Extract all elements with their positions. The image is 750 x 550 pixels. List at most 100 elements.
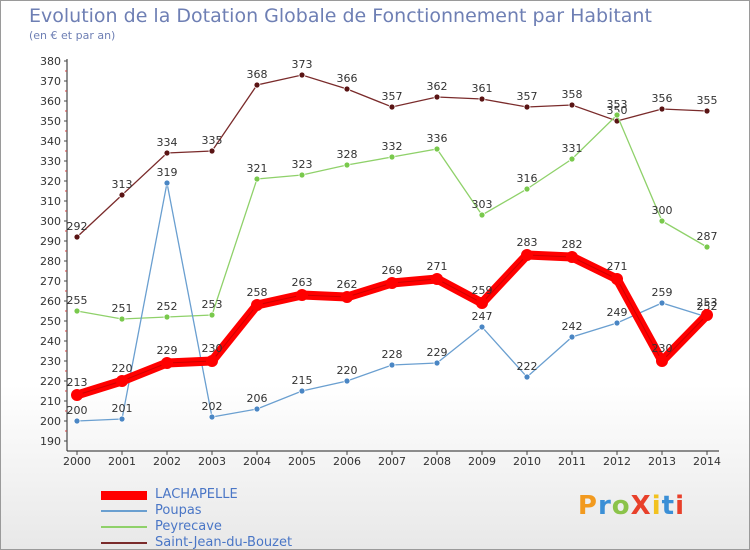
data-label: 350 [607, 104, 628, 117]
chart-title: Evolution de la Dotation Globale de Fonc… [29, 5, 652, 27]
y-tick-label: 210 [40, 395, 61, 408]
data-label: 252 [697, 300, 718, 313]
legend-swatch [101, 526, 147, 528]
y-tick-label: 290 [40, 235, 61, 248]
series-point [433, 145, 441, 153]
logo-letter: i [651, 491, 662, 521]
series-point [163, 149, 171, 157]
y-tick-label: 270 [40, 275, 61, 288]
data-label: 334 [157, 136, 178, 149]
y-tick-label: 350 [40, 115, 61, 128]
series-point [298, 387, 306, 395]
data-label: 213 [67, 376, 88, 389]
data-label: 319 [157, 166, 178, 179]
data-label: 247 [472, 310, 493, 323]
data-label: 220 [112, 362, 133, 375]
legend: LACHAPELLE Poupas Peyrecave Saint-Jean-du-B… [101, 487, 293, 550]
data-label: 262 [337, 278, 358, 291]
data-label: 220 [337, 364, 358, 377]
series-point [521, 249, 533, 261]
data-label: 251 [112, 302, 133, 315]
legend-label: Saint-Jean-du-Bouzet [155, 535, 293, 550]
y-tick-label: 280 [40, 255, 61, 268]
data-label: 282 [562, 238, 583, 251]
data-label: 287 [697, 230, 718, 243]
data-label: 271 [607, 260, 628, 273]
legend-item: Peyrecave [101, 519, 292, 535]
series-point [611, 273, 623, 285]
series-point [613, 111, 621, 119]
series-point [433, 93, 441, 101]
x-tick-label: 2013 [648, 455, 676, 468]
x-tick-label: 2001 [108, 455, 136, 468]
series-point [658, 217, 666, 225]
data-label: 253 [697, 296, 718, 309]
data-label: 255 [67, 294, 88, 307]
series-point [253, 81, 261, 89]
series-point [656, 355, 668, 367]
data-label: 357 [382, 90, 403, 103]
data-label: 201 [112, 402, 133, 415]
legend-swatch [101, 490, 147, 500]
data-label: 229 [427, 346, 448, 359]
x-tick-label: 2007 [378, 455, 406, 468]
data-label: 356 [652, 92, 673, 105]
x-tick-label: 2000 [63, 455, 91, 468]
x-tick-label: 2014 [693, 455, 721, 468]
series-point [658, 299, 666, 307]
series-point [208, 413, 216, 421]
data-label: 361 [472, 82, 493, 95]
series-point [433, 359, 441, 367]
data-label: 368 [247, 68, 268, 81]
x-tick-label: 2009 [468, 455, 496, 468]
series-point [161, 357, 173, 369]
data-label: 316 [517, 172, 538, 185]
data-label: 230 [202, 342, 223, 355]
series-point [116, 375, 128, 387]
series-point [478, 95, 486, 103]
data-label: 269 [382, 264, 403, 277]
data-label: 328 [337, 148, 358, 161]
legend-item: Poupas [101, 503, 292, 519]
data-label: 206 [247, 392, 268, 405]
y-tick-label: 310 [40, 195, 61, 208]
series-point [118, 415, 126, 423]
chart-subtitle: (en € et par an) [29, 29, 116, 42]
series-point [208, 311, 216, 319]
logo-letter: t [661, 491, 676, 521]
data-label: 215 [292, 374, 313, 387]
proxiti-logo: ProXiti [578, 491, 685, 521]
data-label: 249 [607, 306, 628, 319]
logo-letter: P [577, 491, 598, 521]
data-label: 228 [382, 348, 403, 361]
series-point [73, 233, 81, 241]
data-label: 200 [67, 404, 88, 417]
x-tick-label: 2008 [423, 455, 451, 468]
legend-label: LACHAPELLE [155, 487, 238, 502]
series-point [341, 291, 353, 303]
data-label: 362 [427, 80, 448, 93]
series-point [523, 103, 531, 111]
x-tick-label: 2003 [198, 455, 226, 468]
data-label: 332 [382, 140, 403, 153]
y-tick-label: 260 [40, 295, 61, 308]
legend-item: LACHAPELLE [101, 487, 292, 503]
data-label: 355 [697, 94, 718, 107]
data-label: 331 [562, 142, 583, 155]
legend-swatch [101, 510, 147, 512]
data-label: 229 [157, 344, 178, 357]
y-tick-label: 330 [40, 155, 61, 168]
y-tick-label: 320 [40, 175, 61, 188]
y-tick-label: 300 [40, 215, 61, 228]
data-label: 323 [292, 158, 313, 171]
data-label: 263 [292, 276, 313, 289]
series-point [386, 277, 398, 289]
data-label: 366 [337, 72, 358, 85]
series-point [703, 107, 711, 115]
series-point [388, 103, 396, 111]
x-tick-label: 2010 [513, 455, 541, 468]
data-label: 358 [562, 88, 583, 101]
logo-letter: r [597, 491, 612, 521]
